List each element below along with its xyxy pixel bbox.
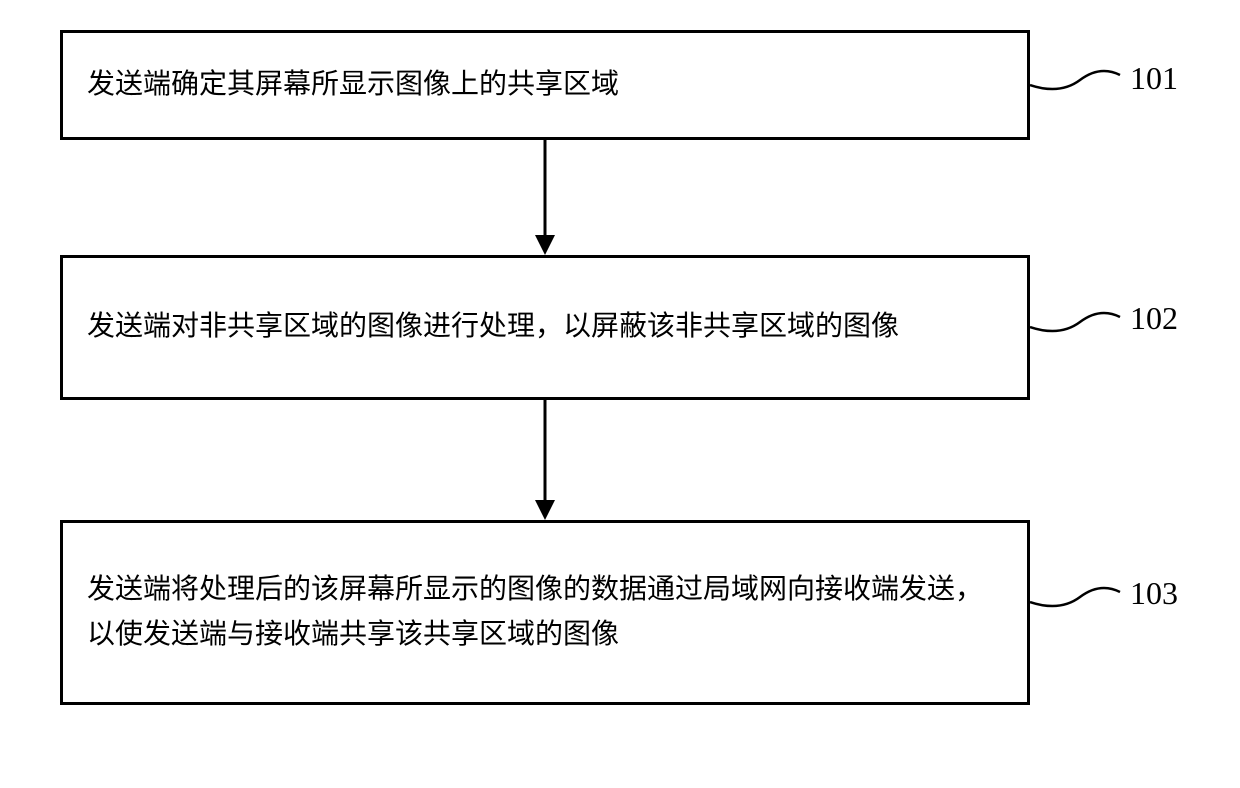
flow-node-1: 发送端确定其屏幕所显示图像上的共享区域 [60, 30, 1030, 140]
flow-label-1: 101 [1130, 60, 1178, 97]
arrow-2 [525, 400, 565, 520]
curve-connector-2 [1030, 297, 1130, 347]
flowchart-container: 发送端确定其屏幕所显示图像上的共享区域 101 发送端对非共享区域的图像进行处理… [0, 0, 1240, 788]
flow-node-2-text: 发送端对非共享区域的图像进行处理，以屏蔽该非共享区域的图像 [87, 305, 899, 350]
flow-node-2: 发送端对非共享区域的图像进行处理，以屏蔽该非共享区域的图像 [60, 255, 1030, 400]
curve-connector-3 [1030, 572, 1130, 622]
flow-node-1-text: 发送端确定其屏幕所显示图像上的共享区域 [87, 63, 619, 108]
flow-node-3: 发送端将处理后的该屏幕所显示的图像的数据通过局域网向接收端发送，以使发送端与接收… [60, 520, 1030, 705]
flow-label-2: 102 [1130, 300, 1178, 337]
arrow-1 [525, 140, 565, 255]
curve-connector-1 [1030, 55, 1130, 105]
flow-label-3: 103 [1130, 575, 1178, 612]
flow-node-3-text: 发送端将处理后的该屏幕所显示的图像的数据通过局域网向接收端发送，以使发送端与接收… [87, 568, 1003, 658]
